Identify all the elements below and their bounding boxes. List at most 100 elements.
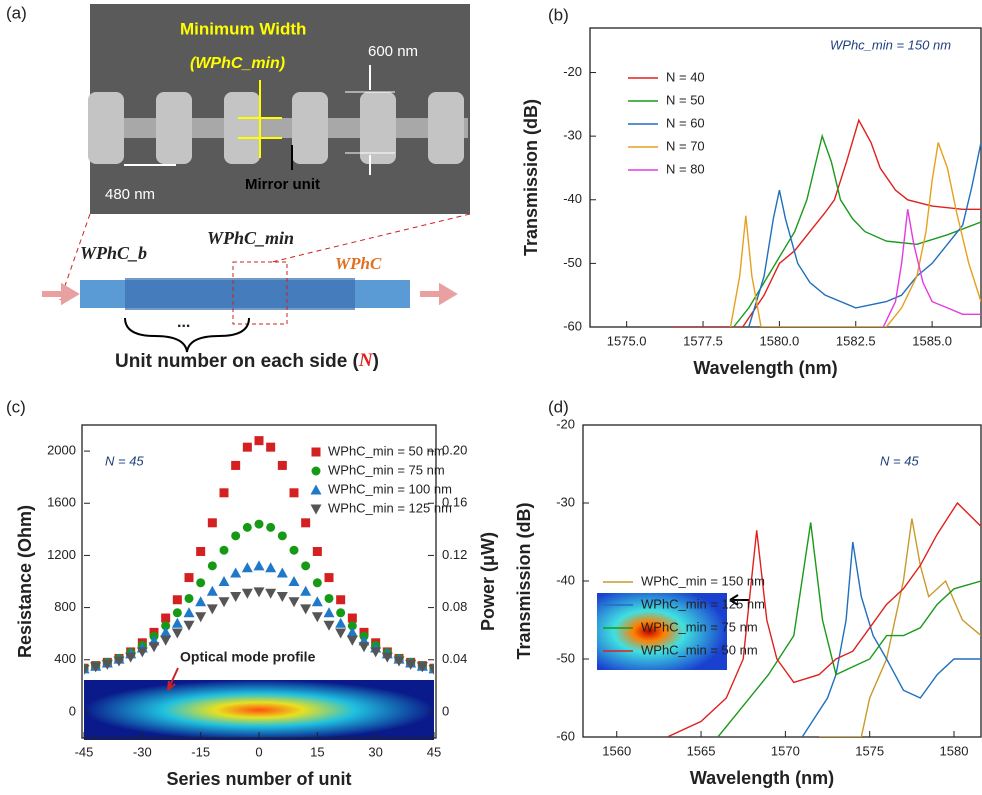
w-min-label: WPhC_min (207, 228, 294, 248)
caption-part: Unit number on each side ( (115, 351, 360, 372)
marker (347, 621, 357, 631)
series-line (729, 142, 981, 327)
marker (84, 665, 90, 676)
marker (310, 504, 322, 515)
marker (393, 656, 405, 667)
marker (312, 547, 322, 557)
marker (231, 460, 241, 470)
y2-tick-label: 0.16 (442, 495, 467, 510)
marker (230, 591, 242, 602)
marker (311, 596, 323, 607)
marker (230, 567, 242, 578)
marker (184, 573, 194, 583)
marker (136, 647, 148, 658)
legend-label: WPhC_min = 50 nm (328, 443, 445, 458)
marker (195, 612, 207, 623)
marker (370, 647, 382, 658)
x-tick-label: -30 (133, 744, 152, 759)
marker (311, 466, 321, 476)
marker (300, 585, 312, 596)
marker (346, 626, 358, 637)
w-label: WPhC (335, 254, 382, 273)
sem-units (88, 92, 464, 164)
sem-image (90, 4, 470, 214)
marker (346, 635, 358, 646)
marker (336, 608, 346, 618)
marker (428, 665, 434, 676)
marker (265, 588, 277, 599)
legend-label: WPhC_min = 100 nm (328, 481, 452, 496)
marker (218, 597, 230, 608)
marker (196, 578, 206, 588)
legend-label: WPhC_min = 125 nm (641, 596, 765, 611)
y-tick-label: -60 (563, 318, 582, 333)
marker (301, 518, 311, 528)
x-tick-label: 15 (310, 744, 324, 759)
marker (381, 652, 393, 663)
legend-label: N = 40 (666, 69, 705, 84)
annotation: Optical mode profile (180, 649, 316, 665)
y-axis-title: Transmission (dB) (514, 502, 534, 659)
sem-beam (92, 118, 468, 138)
marker (358, 642, 370, 653)
y2-tick-label: 0.04 (442, 651, 467, 666)
x-tick-label: 1560 (602, 743, 631, 758)
y2-tick-label: 0.12 (442, 547, 467, 562)
y-tick-label: 1200 (47, 547, 76, 562)
y-tick-label: 0 (69, 703, 76, 718)
marker (312, 578, 322, 588)
marker (241, 562, 253, 573)
marker (288, 597, 300, 608)
mode-profile-image (84, 680, 434, 740)
inset-image (597, 593, 727, 670)
legend-label: WPhC_min = 125 nm (328, 500, 452, 515)
plot-area (667, 501, 981, 737)
x-tick-label: 0 (255, 744, 262, 759)
marker (160, 635, 172, 646)
series-line (748, 142, 981, 327)
marker (266, 522, 276, 532)
marker (416, 662, 428, 673)
chart: (c) -45 -30 -15 0 15 30 45 0 400 800 1200 1600 2000 0 0… (6, 397, 498, 788)
marker (335, 617, 347, 628)
marker (219, 488, 229, 498)
x-tick-label: 1575.0 (607, 333, 647, 348)
marker (323, 620, 335, 631)
marker (219, 545, 229, 555)
marker (300, 604, 312, 615)
sem-symbol: (WPhC_min) (190, 55, 285, 72)
marker (206, 585, 218, 596)
marker (336, 595, 346, 605)
marker (125, 652, 137, 663)
legend-label: WPhC_min = 50 nm (641, 642, 758, 657)
x-tick-label: 1575 (855, 743, 884, 758)
y2-axis-title: Power (μW) (478, 532, 498, 631)
marker (310, 484, 322, 495)
chart: (b) 1575.0 1577.5 1580.0 1582.5 1585.0 -60 -50 -… (521, 5, 982, 378)
marker (160, 626, 172, 637)
marker (266, 442, 276, 452)
marker (405, 659, 417, 670)
height-label: 600 nm (368, 43, 418, 60)
y-tick-label: 400 (54, 651, 76, 666)
ellipsis: ... (177, 314, 190, 331)
y-tick-label: -30 (563, 128, 582, 143)
marker (241, 588, 253, 599)
marker (161, 613, 171, 623)
x-tick-label: -45 (75, 744, 94, 759)
y-tick-label: -40 (556, 572, 575, 587)
panel-label: (b) (548, 5, 569, 24)
marker (288, 576, 300, 586)
x-tick-label: 1580.0 (760, 333, 800, 348)
x-tick-label: 1565 (687, 743, 716, 758)
caption-part: N (358, 350, 374, 371)
x-tick-label: 1582.5 (836, 333, 876, 348)
x-axis-title: Wavelength (nm) (693, 358, 837, 378)
marker (254, 519, 264, 529)
series-line (717, 522, 981, 737)
marker (231, 531, 241, 541)
legend-label: WPhC_min = 75 nm (641, 619, 758, 634)
x-tick-label: 1585.0 (912, 333, 952, 348)
y-tick-label: 800 (54, 599, 76, 614)
marker (171, 617, 183, 628)
